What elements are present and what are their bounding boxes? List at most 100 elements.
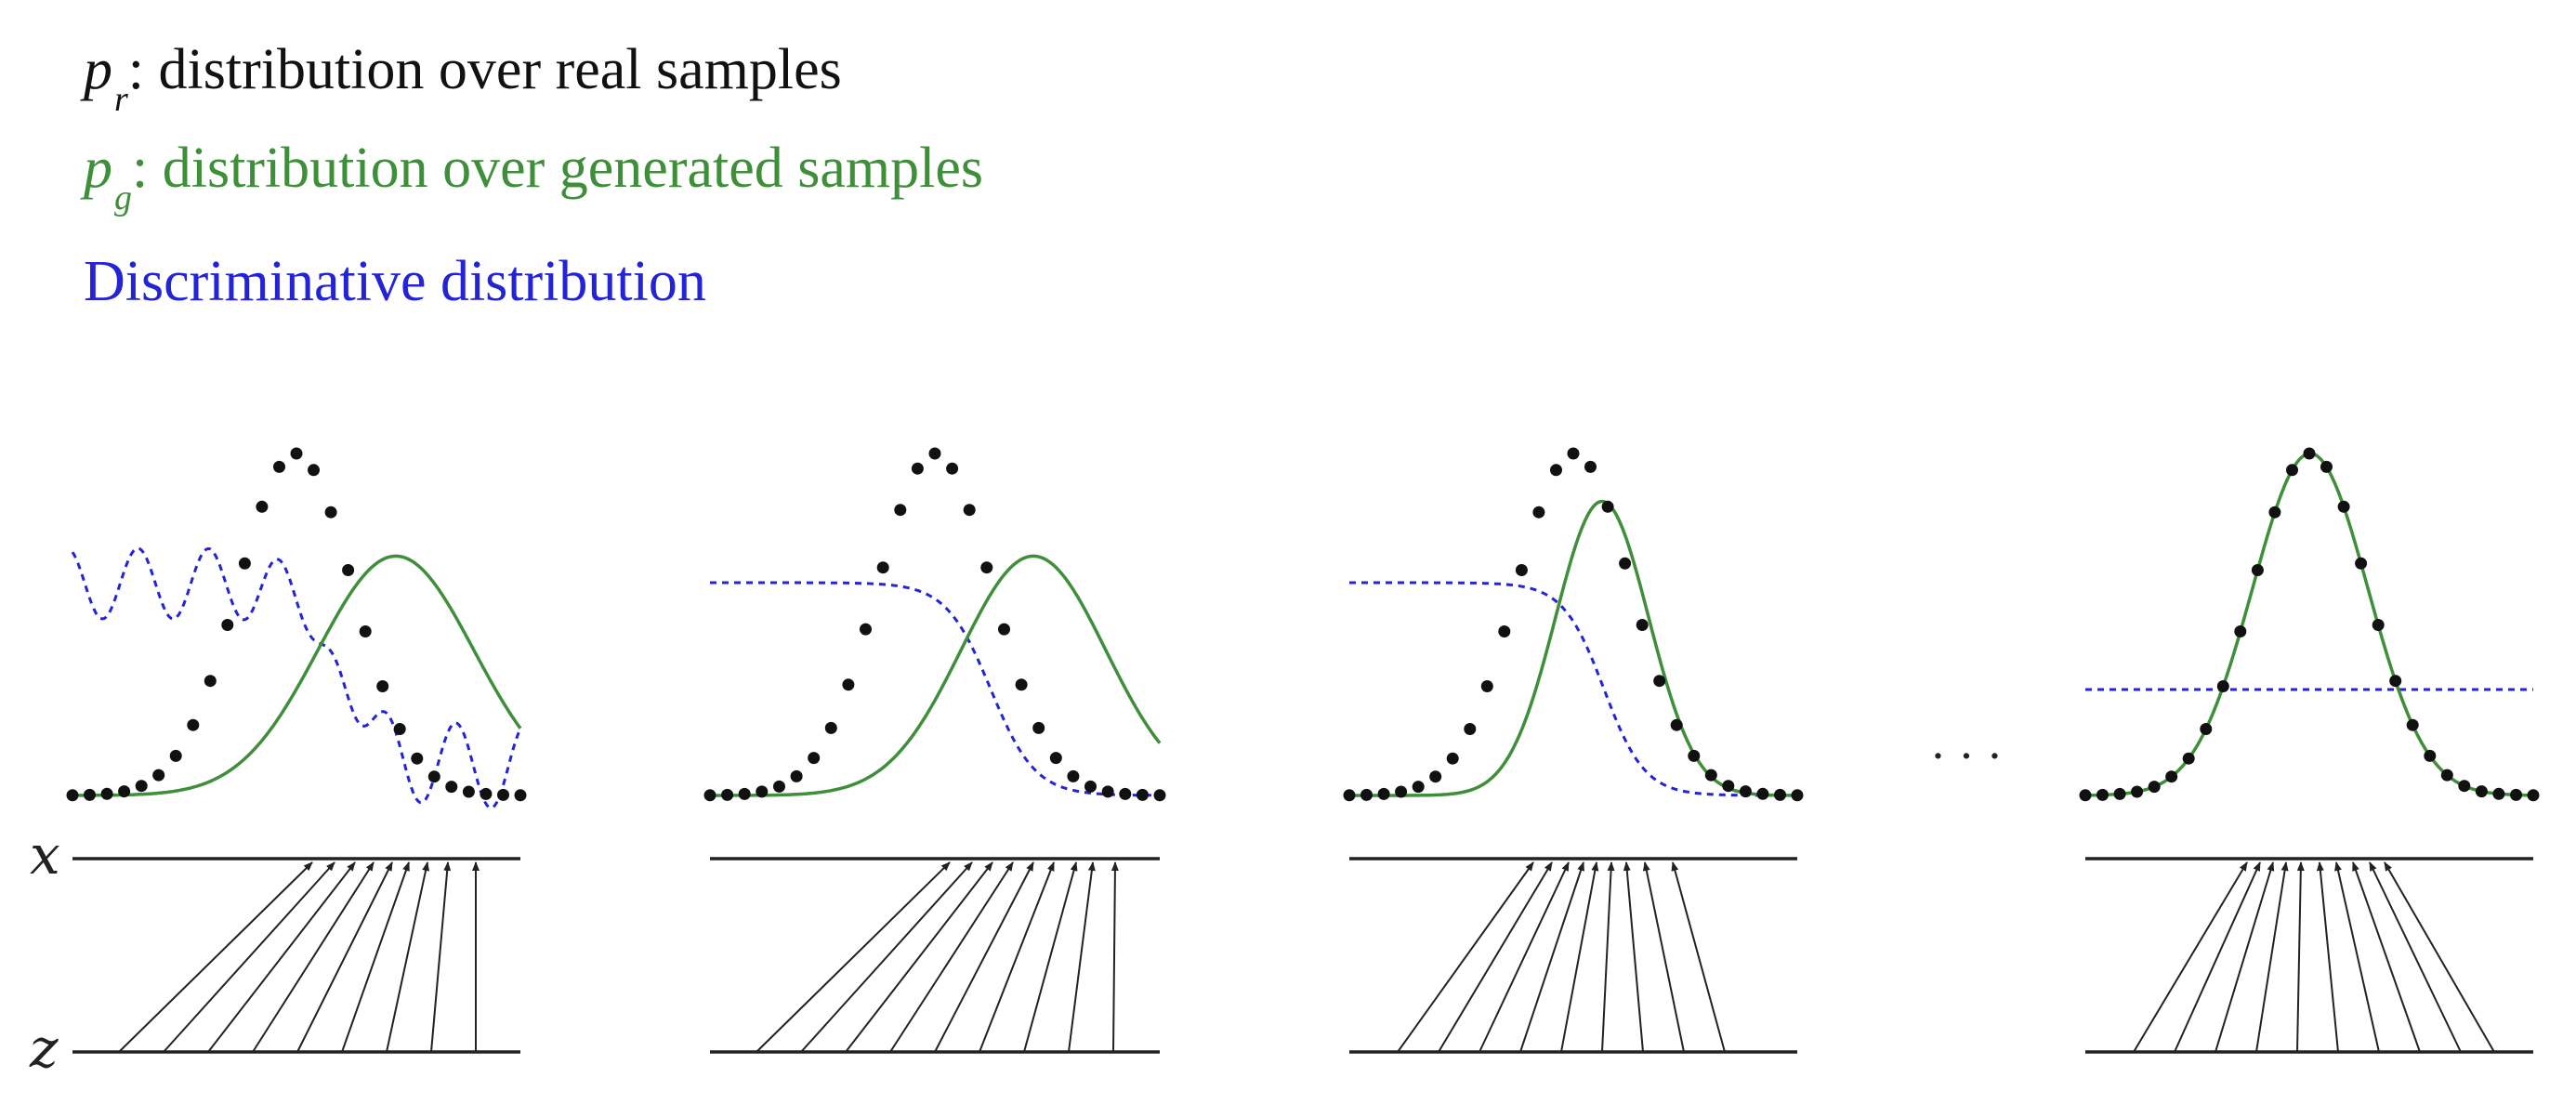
mapping-arrow xyxy=(1068,861,1096,1053)
real-sample-dot xyxy=(1395,785,1408,798)
mapping-arrow xyxy=(756,861,951,1053)
real-sample-dot xyxy=(756,785,769,798)
real-sample-dot xyxy=(963,504,976,517)
mapping-arrow xyxy=(2352,861,2421,1053)
real-sample-dot xyxy=(2234,625,2247,637)
mapping-arrow xyxy=(2255,861,2289,1053)
legend-real-distribution: pr: distribution over real samples xyxy=(84,38,842,119)
real-sample-dot xyxy=(462,785,475,798)
real-sample-dot xyxy=(273,460,285,473)
real-sample-dot xyxy=(2216,680,2229,692)
mapping-arrow xyxy=(2174,861,2261,1053)
real-sample-dot xyxy=(1636,619,1649,631)
generated-curve xyxy=(2085,452,2533,797)
real-sample-dot xyxy=(2440,769,2453,782)
real-sample-dot xyxy=(1480,680,1493,692)
real-sample-dot xyxy=(2475,785,2488,798)
real-sample-dot xyxy=(2389,675,2402,688)
real-sample-dot xyxy=(928,447,941,460)
mapping-arrow xyxy=(341,861,410,1053)
mapping-arrow xyxy=(386,861,430,1053)
real-sample-dot xyxy=(427,770,440,783)
real-sample-dot xyxy=(808,752,821,765)
real-sample-dot xyxy=(1670,718,1683,731)
mapping-arrow xyxy=(934,861,1034,1053)
real-sample-dot xyxy=(1429,770,1442,783)
real-sample-dot xyxy=(876,561,889,574)
x-axis-label: x xyxy=(30,823,60,887)
mapping-arrow xyxy=(2316,861,2339,1053)
mapping-arrow xyxy=(1671,861,1726,1053)
real-sample-dot xyxy=(2320,460,2333,473)
real-sample-dot xyxy=(1498,625,1511,637)
mapping-arrow xyxy=(845,861,993,1053)
real-sample-dot xyxy=(411,752,424,765)
generated-curve xyxy=(72,554,522,797)
real-sample-dot xyxy=(2303,447,2316,460)
real-sample-dot xyxy=(308,464,320,477)
mapping-arrow xyxy=(1111,861,1119,1053)
real-sample-dot xyxy=(1791,789,1804,802)
real-sample-dot xyxy=(118,785,131,798)
real-sample-dot xyxy=(790,769,803,782)
mapping-arrow xyxy=(1479,861,1570,1053)
real-sample-dot xyxy=(721,788,734,801)
mapping-arrow xyxy=(979,861,1055,1053)
mapping-arrow xyxy=(2369,861,2462,1053)
real-sample-dot xyxy=(1119,787,1132,800)
real-sample-dot xyxy=(135,780,148,793)
real-sample-dot xyxy=(1653,675,1666,688)
real-sample-dot xyxy=(342,564,355,576)
real-sample-dot xyxy=(1515,564,1528,576)
real-sample-dot xyxy=(2079,789,2092,802)
real-sample-dot xyxy=(290,447,303,460)
stage-panel xyxy=(66,447,527,1054)
stage-panel xyxy=(1343,447,1804,1054)
real-sample-dot xyxy=(1756,787,1769,800)
mapping-arrow xyxy=(2296,861,2305,1053)
real-sample-dot xyxy=(1153,789,1166,802)
real-sample-dot xyxy=(2182,752,2195,765)
generated-curve xyxy=(710,554,1162,797)
real-sample-dot xyxy=(1567,447,1580,460)
mapping-arrow xyxy=(2133,861,2248,1053)
real-sample-dot xyxy=(946,462,959,475)
real-sample-dot xyxy=(1377,787,1390,800)
real-sample-dot xyxy=(480,787,493,800)
mapping-arrow xyxy=(2384,861,2495,1053)
real-sample-dot xyxy=(1032,721,1045,734)
real-sample-dot xyxy=(1101,785,1114,798)
real-sample-dot xyxy=(2165,770,2178,783)
real-sample-dot xyxy=(2251,564,2264,576)
real-sample-dot xyxy=(1343,789,1356,802)
discriminative-curve xyxy=(71,546,522,809)
real-sample-dot xyxy=(2458,780,2471,793)
real-sample-dot xyxy=(2492,787,2505,800)
real-sample-dot xyxy=(204,675,217,688)
real-sample-dot xyxy=(842,678,855,691)
real-sample-dot xyxy=(1412,781,1425,794)
mapping-arrow xyxy=(800,861,973,1053)
mapping-arrow xyxy=(1438,861,1553,1053)
mapping-arrow xyxy=(1397,861,1534,1053)
real-sample-dot xyxy=(2424,749,2437,762)
mapping-arrow xyxy=(163,861,335,1053)
mapping-arrow xyxy=(2334,861,2380,1053)
real-sample-dot xyxy=(2406,718,2419,731)
stage-panel xyxy=(2079,447,2540,1054)
real-sample-dot xyxy=(1015,678,1028,691)
real-sample-dot xyxy=(1084,780,1097,793)
real-sample-dot xyxy=(1704,769,1717,782)
real-sample-dot xyxy=(2510,788,2522,801)
real-sample-dot xyxy=(1550,464,1562,477)
real-sample-dot xyxy=(2286,464,2298,477)
real-sample-dot xyxy=(2096,788,2109,801)
real-sample-dot xyxy=(894,504,907,517)
real-sample-dot xyxy=(1360,788,1373,801)
real-sample-dot xyxy=(2200,723,2213,735)
real-sample-dot xyxy=(824,721,837,734)
real-sample-dot xyxy=(2268,506,2281,519)
stage-panel xyxy=(703,447,1166,1054)
real-sample-dot xyxy=(445,781,458,794)
real-sample-dot xyxy=(497,788,509,801)
